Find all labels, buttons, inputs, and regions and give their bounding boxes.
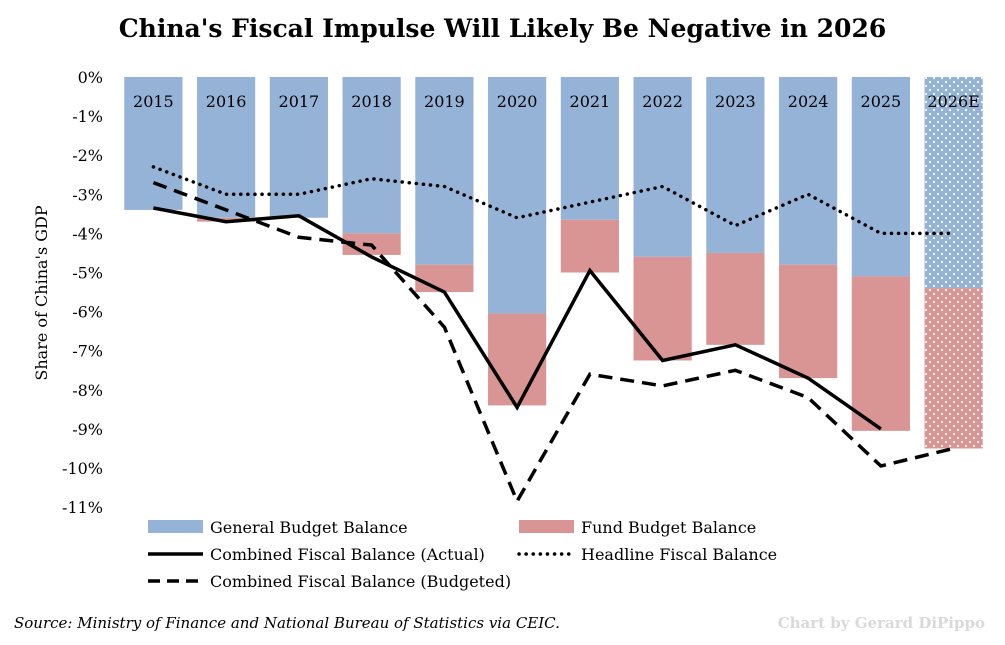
y-tick-label: -2%: [72, 146, 103, 165]
x-tick-label: 2024: [788, 92, 829, 111]
line-combined-fiscal-balance-budgeted: [152, 180, 955, 506]
bar-fund-2023: [706, 252, 765, 345]
y-tick-label: -6%: [72, 303, 103, 322]
legend-label: Headline Fiscal Balance: [581, 545, 777, 564]
legend-label: Fund Budget Balance: [581, 518, 756, 537]
x-tick-label: 2019: [424, 92, 465, 111]
y-tick-label: -10%: [62, 459, 103, 478]
legend-swatch: [519, 520, 574, 533]
x-tick-label: 2021: [570, 92, 611, 111]
x-tick-label: 2025: [861, 92, 902, 111]
bar-fund-2025: [851, 276, 910, 431]
legend-label: Combined Fiscal Balance (Budgeted): [210, 572, 511, 591]
legend-swatch: [148, 520, 203, 533]
y-tick-label: -7%: [72, 342, 103, 361]
bars: [124, 77, 983, 449]
bar-general-2025: [851, 77, 910, 277]
y-tick-label: 0%: [78, 68, 103, 87]
x-tick-label: 2017: [279, 92, 320, 111]
x-tick-label: 2022: [642, 92, 683, 111]
bar-general-2021: [560, 77, 619, 220]
x-tick-label: 2020: [497, 92, 538, 111]
chart-credit: Chart by Gerard DiPippo: [777, 614, 985, 632]
x-tick-label: 2026E: [927, 92, 979, 111]
bar-general-2019: [415, 77, 474, 265]
bar-general-2022: [633, 77, 692, 257]
line-combined-fiscal-balance-actual: [153, 206, 882, 431]
y-tick-label: -5%: [72, 264, 103, 283]
y-axis-ticks: 0% -1% -2% -3% -4% -5% -6% -7% -8% -9% -10% -11%: [62, 68, 103, 517]
legend: General Budget Balance Fund Budget Balanc…: [148, 518, 777, 591]
bar-general-2020: [488, 77, 547, 314]
bar-fund-2021: [560, 219, 619, 273]
bar-general-2024: [779, 77, 838, 265]
x-tick-label: 2015: [133, 92, 174, 111]
chart-title: China's Fiscal Impulse Will Likely Be Ne…: [118, 14, 887, 43]
line-headline-fiscal-balance: [151, 165, 956, 236]
bar-fund-2016: [197, 217, 256, 222]
y-tick-label: -3%: [72, 185, 103, 204]
x-tick-label: 2018: [351, 92, 392, 111]
series-lines: [151, 165, 956, 506]
bar-general-2015: [124, 77, 183, 210]
y-tick-label: -8%: [72, 381, 103, 400]
y-tick-label: -11%: [62, 498, 103, 517]
bar-fund-2019: [415, 264, 474, 293]
bar-fund-2022: [633, 256, 692, 361]
legend-label: Combined Fiscal Balance (Actual): [210, 545, 485, 564]
bar-fund-2024: [779, 264, 838, 379]
bar-estimate-pattern: [924, 77, 983, 449]
y-axis-title: Share of China's GDP: [32, 205, 51, 380]
bar-general-2018: [342, 77, 401, 234]
x-tick-label: 2023: [715, 92, 756, 111]
source-note: Source: Ministry of Finance and National…: [14, 614, 560, 632]
legend-label: General Budget Balance: [210, 518, 408, 537]
x-tick-label: 2016: [206, 92, 247, 111]
y-tick-label: -4%: [72, 224, 103, 243]
y-tick-label: -9%: [72, 420, 103, 439]
bar-fund-2020: [488, 313, 547, 406]
year-labels: 2015 2016 2017 2018 2019 2020 2021 2022 2023 2024…: [133, 92, 980, 111]
bar-general-2023: [706, 77, 765, 253]
y-tick-label: -1%: [72, 107, 103, 126]
